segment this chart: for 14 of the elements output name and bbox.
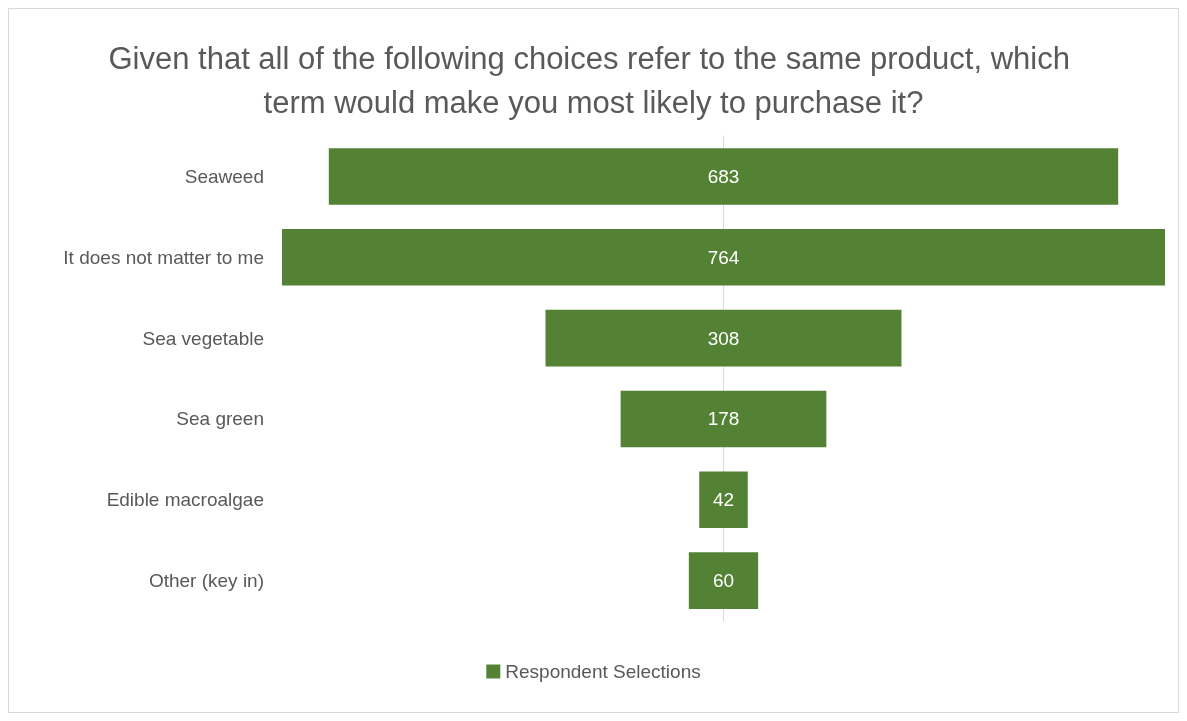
category-label: Other (key in) (148, 570, 264, 592)
category-label: Seaweed (184, 165, 264, 187)
legend-label: Respondent Selections (505, 661, 701, 682)
data-label: 764 (707, 246, 740, 268)
data-label: 60 (712, 570, 735, 592)
category-label: Sea green (176, 408, 264, 430)
category-label: Edible macroalgae (106, 489, 264, 511)
data-label: 308 (707, 327, 740, 349)
data-label: 178 (707, 408, 740, 430)
data-label: 42 (712, 489, 735, 511)
category-label: Sea vegetable (142, 327, 264, 349)
category-label: It does not matter to me (63, 246, 264, 268)
data-label: 683 (707, 165, 740, 187)
text: Given that all of the following choices refer to the same product, which term would make you most likely to purchase it? (108, 40, 1079, 120)
